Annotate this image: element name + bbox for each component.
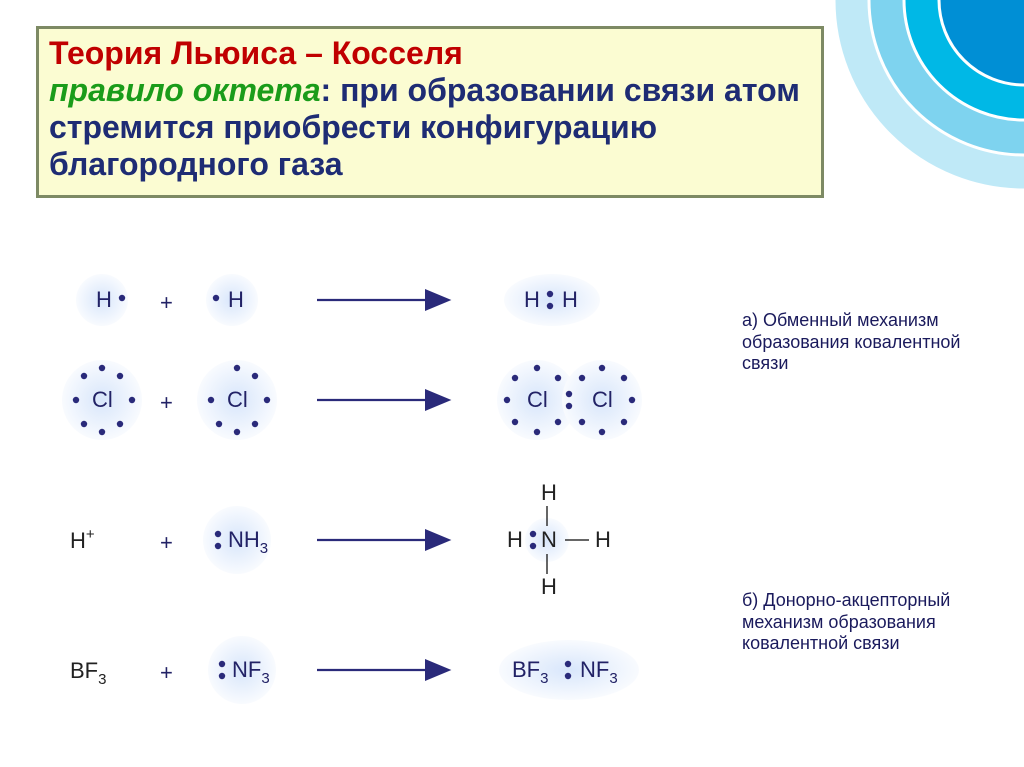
- row-nh4: H+ + NH3 H N H H: [70, 480, 611, 599]
- atom-h-left: H: [96, 287, 112, 312]
- atom-cl-left: Cl: [92, 387, 113, 412]
- row-bf3nf3: BF3 + NF3 BF3 NF3: [70, 636, 639, 704]
- atom-cl-p1: Cl: [527, 387, 548, 412]
- plus-sign: +: [160, 660, 173, 685]
- corner-arcs: [824, 0, 1024, 200]
- nh4-h-bot: H: [541, 574, 557, 599]
- atom-cl-right: Cl: [227, 387, 248, 412]
- atom-h-right: H: [228, 287, 244, 312]
- colon: :: [321, 72, 341, 108]
- title-red: Теория Льюиса – Косселя: [49, 35, 811, 72]
- plus-sign: +: [160, 390, 173, 415]
- atom-h-prod2: H: [562, 287, 578, 312]
- side-label-b: б) Донорно-акцепторный механизм образова…: [742, 590, 962, 655]
- slide: Теория Льюиса – Косселя правило октета: …: [0, 0, 1024, 767]
- nh4-h-left: H: [507, 527, 523, 552]
- bonding-diagram: H + H H H Cl: [52, 260, 972, 750]
- rule-label: правило октета: [49, 72, 321, 108]
- bf3-left: BF3: [70, 658, 106, 688]
- plus-sign: +: [160, 530, 173, 555]
- h-plus: H+: [70, 526, 95, 553]
- title-body-line: правило октета: при образовании связи ат…: [49, 72, 811, 183]
- nh4-n: N: [541, 527, 557, 552]
- row-h2: H + H H H: [76, 274, 600, 326]
- nh4-h-top: H: [541, 480, 557, 505]
- side-label-a: а) Обменный механизм образования ковален…: [742, 310, 962, 375]
- atom-cl-p2: Cl: [592, 387, 613, 412]
- header-box: Теория Льюиса – Косселя правило октета: …: [36, 26, 824, 198]
- row-cl2: Cl + Cl Cl Cl: [62, 360, 642, 440]
- nh4-h-right: H: [595, 527, 611, 552]
- plus-sign: +: [160, 290, 173, 315]
- atom-h-prod1: H: [524, 287, 540, 312]
